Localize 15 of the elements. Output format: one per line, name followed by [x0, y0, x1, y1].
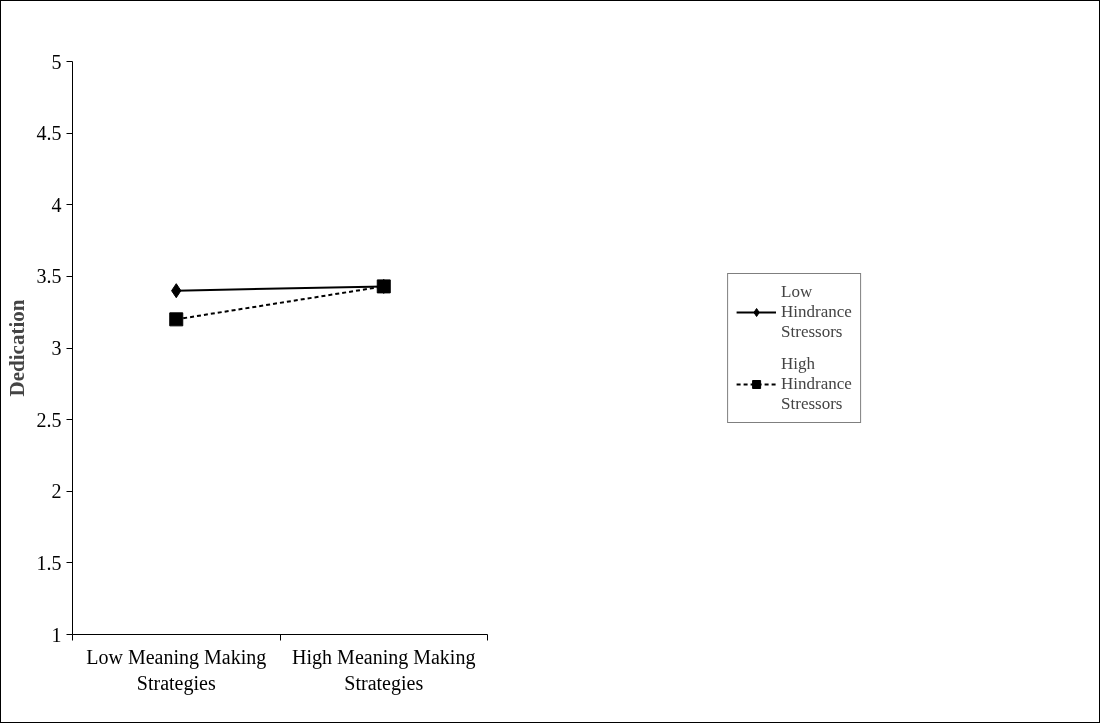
y-tick-label: 1 — [51, 623, 62, 646]
y-tick-label: 4 — [51, 193, 62, 216]
point — [169, 312, 184, 327]
y-tick-label: 1.5 — [36, 551, 62, 574]
y-tick-label: 2 — [51, 480, 62, 503]
y-tick-label: 3.5 — [36, 265, 62, 288]
y-tick-label: 4.5 — [36, 122, 62, 145]
y-tick-label: 2.5 — [36, 408, 62, 431]
legend-label: High Hindrance Stressors — [781, 353, 852, 414]
y-tick-label: 5 — [51, 50, 62, 73]
x-tick-label: Low Meaning Making Strategies — [86, 645, 267, 695]
y-tick-label: 3 — [51, 337, 62, 359]
y-axis-title: Dedication — [4, 299, 29, 397]
x-tick-label: High Meaning Making Strategies — [292, 645, 476, 695]
legend-label: Low Hindrance Stressors — [781, 281, 852, 342]
